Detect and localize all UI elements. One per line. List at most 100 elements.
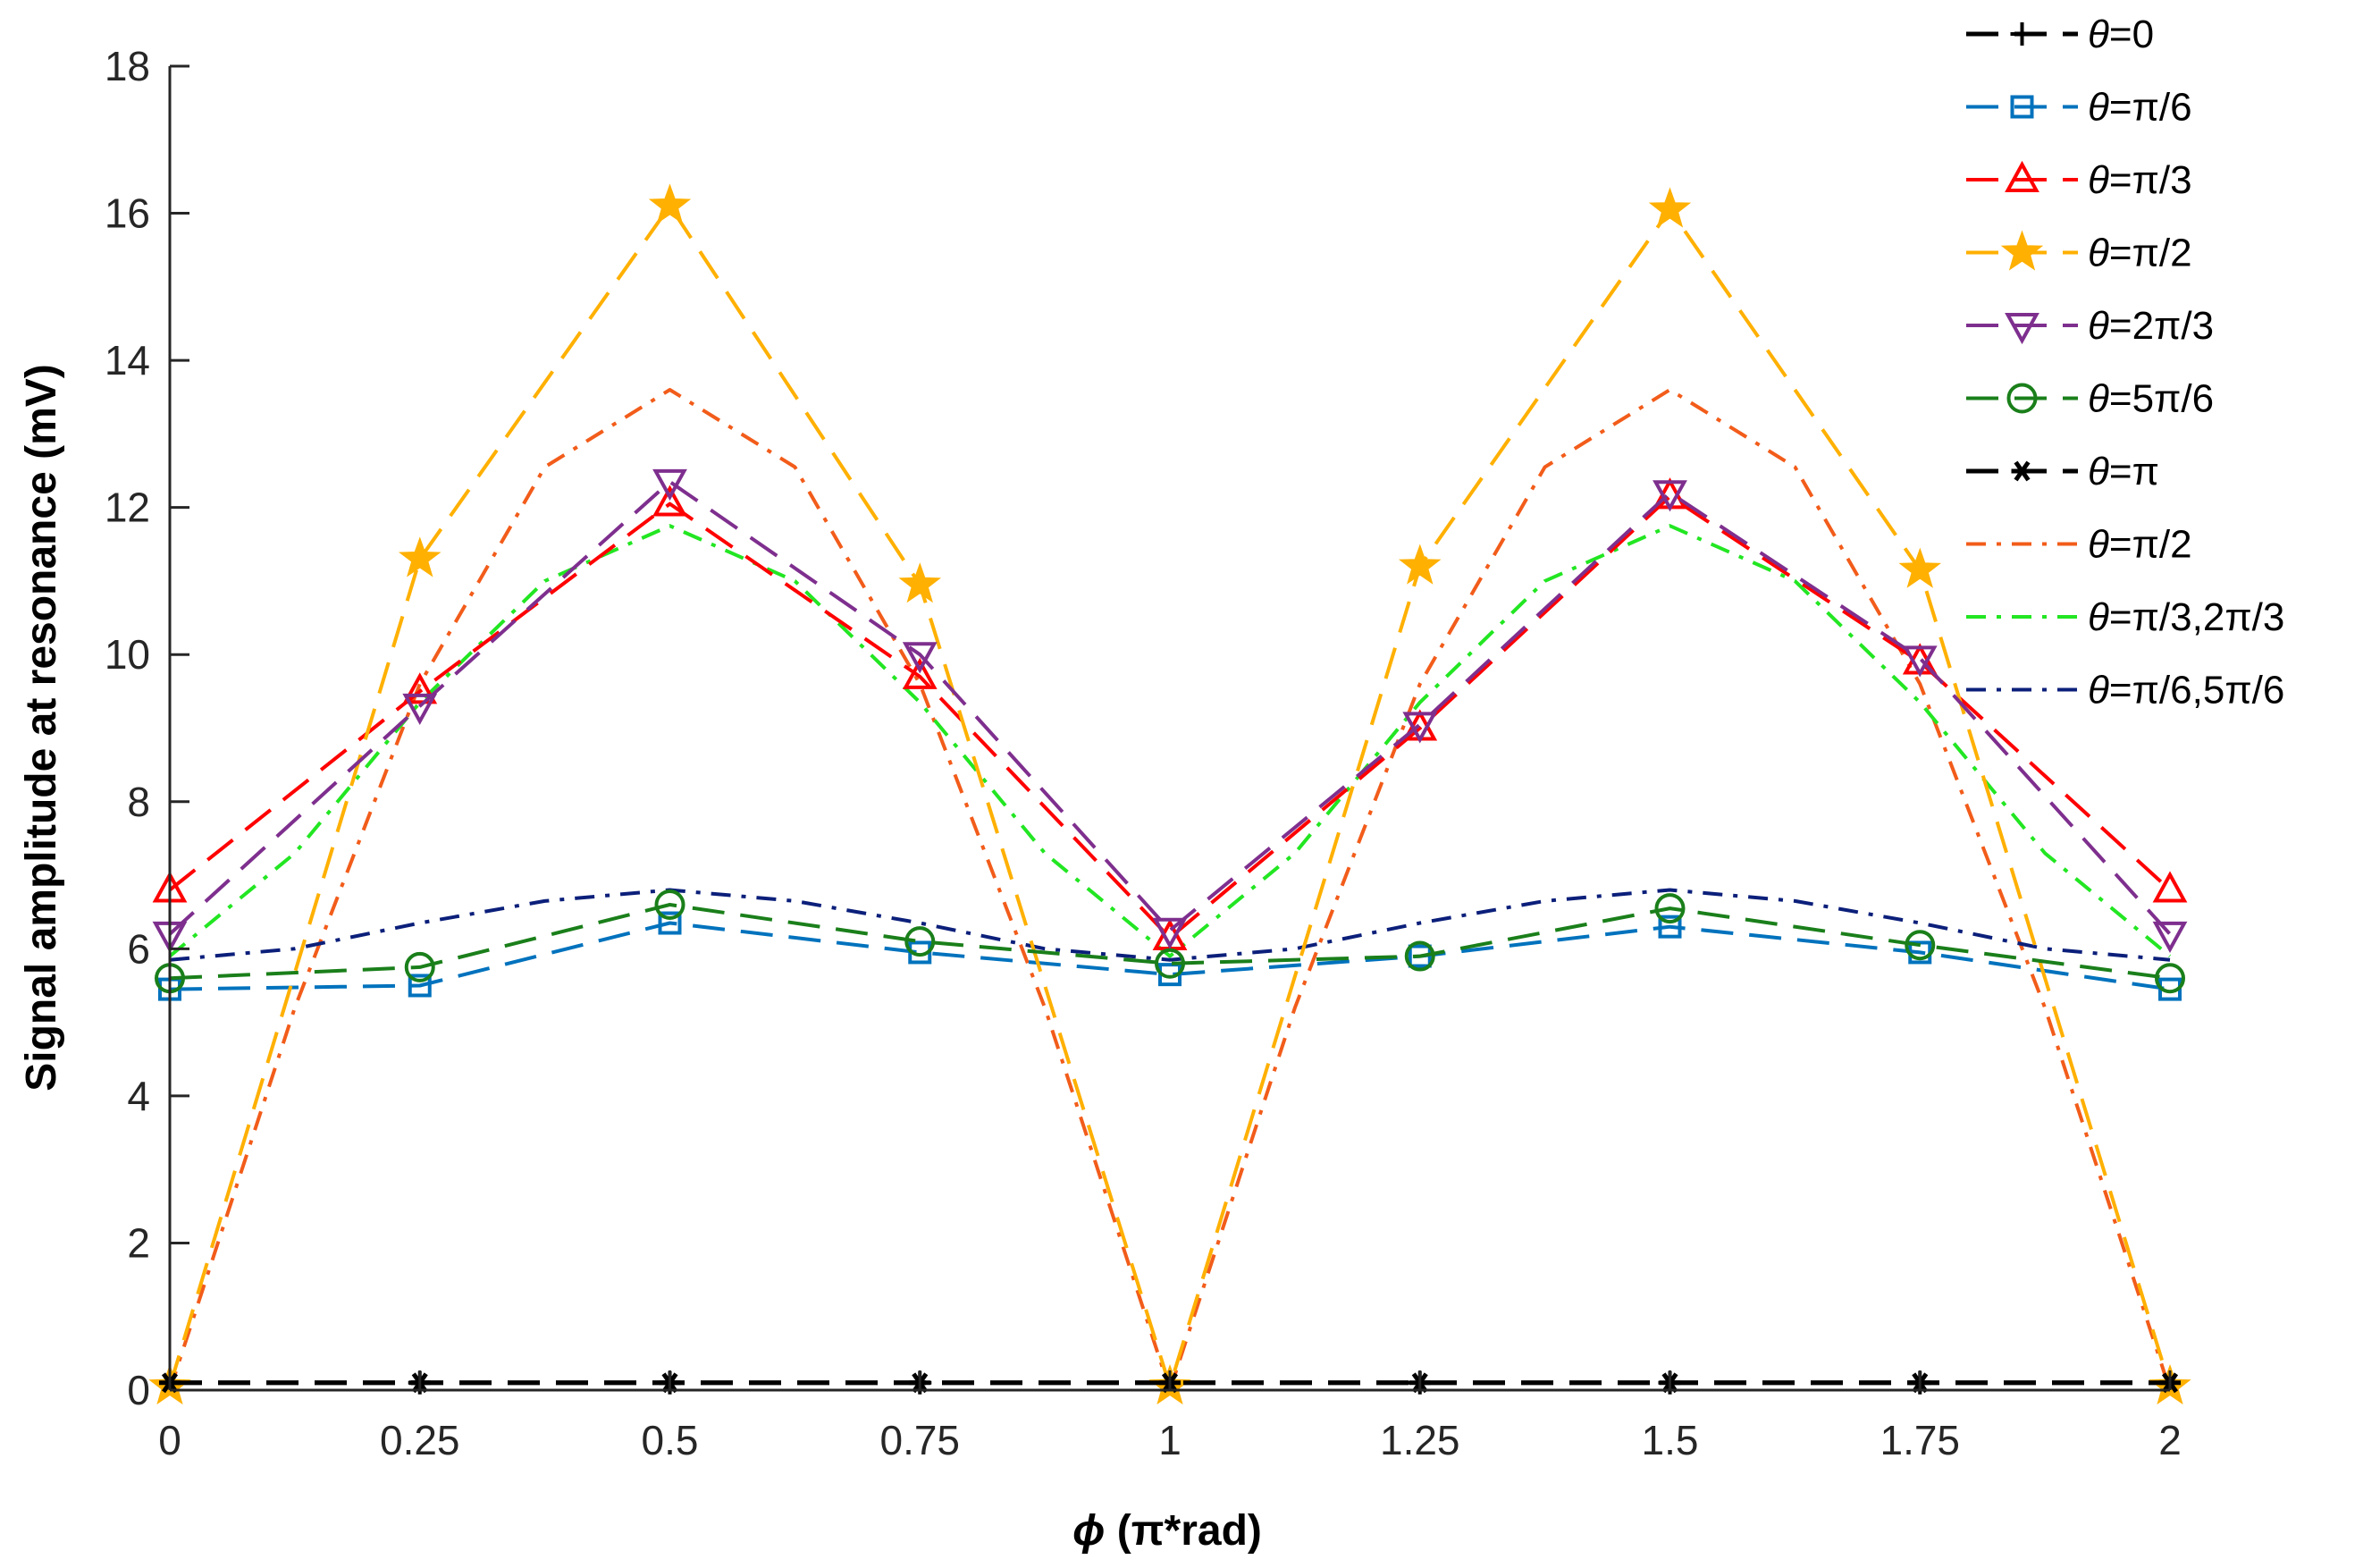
y-tick-label: 18 <box>105 43 150 89</box>
series-line-10 <box>169 888 2171 962</box>
x-tick-label: 0 <box>158 1417 181 1463</box>
series-6-point <box>1654 893 1686 924</box>
legend-label: θ=π/3 <box>2088 158 2192 202</box>
series-6-point <box>1905 930 1936 961</box>
series-4-point <box>648 183 692 224</box>
legend-item-6: θ=5π/6 <box>1966 377 2214 421</box>
series-2-point <box>658 911 682 935</box>
y-tick-label: 10 <box>105 631 150 678</box>
legend-label: θ=π <box>2088 450 2159 493</box>
series-3-point <box>652 485 687 517</box>
x-tick-label: 0.5 <box>642 1417 699 1463</box>
series-4-point <box>1398 544 1442 585</box>
legend-label: θ=π/3,2π/3 <box>2088 595 2284 639</box>
legend-item-9: θ=π/3,2π/3 <box>1966 595 2284 639</box>
legend-label: θ=0 <box>2088 13 2154 56</box>
legend-label-rest: =π/6 <box>2109 86 2192 130</box>
legend-label: θ=2π/3 <box>2088 304 2214 348</box>
series-5-point <box>652 468 687 502</box>
x-tick-label: 1.25 <box>1380 1417 1460 1463</box>
y-tick-label: 0 <box>127 1367 150 1413</box>
legend-item-4: θ=π/2 <box>1966 230 2192 275</box>
legend-label-symbol: θ <box>2088 595 2109 639</box>
legend-marker <box>2011 460 2033 482</box>
legend-marker <box>2000 230 2044 271</box>
x-tick-label: 0.25 <box>380 1417 460 1463</box>
legend-item-2: θ=π/6 <box>1966 86 2192 130</box>
legend-label-symbol: θ <box>2088 232 2109 275</box>
legend-label-symbol: θ <box>2088 377 2109 421</box>
x-tick-label: 1.75 <box>1880 1417 1960 1463</box>
legend-label-symbol: θ <box>2088 13 2109 56</box>
series-5-point <box>402 693 438 725</box>
series-5-point <box>2152 921 2188 954</box>
legend-label: θ=π/2 <box>2088 523 2192 567</box>
legend-label-rest: =π/3 <box>2109 158 2192 202</box>
legend-label-rest: =π/3,2π/3 <box>2109 595 2285 639</box>
legend-label-symbol: θ <box>2088 304 2109 348</box>
series-6-point <box>2155 963 2185 994</box>
series-10 <box>169 888 2171 962</box>
legend-item-7: θ=π <box>1966 450 2159 493</box>
series-4-point <box>398 536 442 577</box>
legend-label-symbol: θ <box>2088 86 2109 130</box>
series-6-point <box>654 889 685 920</box>
series-6-point <box>904 926 936 957</box>
legend-marker <box>2006 383 2038 414</box>
x-tick-label: 1.5 <box>1642 1417 1699 1463</box>
legend-label: θ=π/6 <box>2088 86 2192 130</box>
legend-label-rest: =2π/3 <box>2109 304 2214 348</box>
series-line-4 <box>168 204 2172 1388</box>
legend-label-rest: =π <box>2109 450 2159 493</box>
x-axis-title-symbol: ϕ <box>1072 1507 1105 1555</box>
y-tick-label: 6 <box>127 925 150 972</box>
y-tick-label: 2 <box>127 1219 150 1266</box>
series-9 <box>168 524 2172 958</box>
legend-item-10: θ=π/6,5π/6 <box>1966 669 2284 712</box>
series-5-point <box>1653 480 1687 512</box>
series-5-point <box>902 642 938 674</box>
y-axis-title: Signal amplitude at resonance (mV) <box>18 364 65 1092</box>
x-tick-label: 0.75 <box>879 1417 960 1463</box>
legend-label-rest: =0 <box>2109 13 2154 56</box>
y-tick-label: 12 <box>105 485 150 531</box>
legend-label-symbol: θ <box>2088 158 2109 202</box>
series-2-point <box>1408 944 1432 968</box>
legend-label-rest: =π/2 <box>2109 232 2192 275</box>
series-6-point <box>1404 940 1435 972</box>
series-6-point <box>1155 948 1185 979</box>
series-5-point <box>1902 645 1938 678</box>
axes-layer: 0 0.25 0.5 0.75 1 1.25 1.5 1.75 2 0 2 4 6 8 10 12 14 16 18 <box>105 43 2182 1463</box>
y-tick-label: 8 <box>127 779 150 825</box>
legend-label: θ=5π/6 <box>2088 377 2214 421</box>
y-tick-label: 14 <box>105 337 150 384</box>
legend-marker <box>2010 22 2034 46</box>
series-3-point <box>2152 871 2188 903</box>
x-tick-label: 2 <box>2158 1417 2182 1463</box>
series-2-point <box>1658 915 1682 939</box>
series-line-9 <box>168 524 2172 958</box>
legend-marker <box>2010 95 2034 119</box>
legend: θ=0θ=π/6θ=π/3θ=π/2θ=2π/3θ=5π/6θ=πθ=π/2θ=… <box>1966 13 2284 712</box>
legend-label: θ=π/6,5π/6 <box>2088 669 2284 712</box>
legend-item-3: θ=π/3 <box>1966 158 2192 202</box>
y-tick-label: 16 <box>105 190 150 237</box>
series-6-point <box>404 951 435 982</box>
series-4-point <box>1898 547 1942 588</box>
y-tick-label: 4 <box>127 1073 150 1119</box>
legend-label-rest: =π/6,5π/6 <box>2109 669 2285 712</box>
legend-label: θ=π/2 <box>2088 232 2192 275</box>
series-2-point <box>408 974 432 998</box>
series-3-point <box>402 672 438 704</box>
series-4-point <box>1648 187 1692 228</box>
series-5-point <box>1402 712 1438 744</box>
legend-marker <box>2005 313 2039 345</box>
legend-item-5: θ=2π/3 <box>1966 304 2214 348</box>
x-tick-label: 1 <box>1158 1417 1182 1463</box>
legend-label-symbol: θ <box>2088 523 2109 567</box>
series-6 <box>155 889 2185 994</box>
legend-label-rest: =5π/6 <box>2109 377 2214 421</box>
x-axis-title-rest: (π*rad) <box>1105 1507 1261 1555</box>
